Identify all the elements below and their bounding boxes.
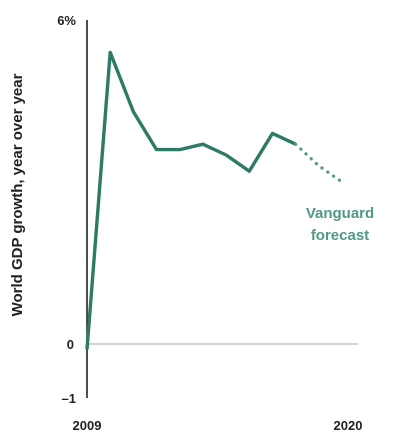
forecast-annotation-line2: forecast: [311, 227, 369, 244]
forecast-annotation-line1: Vanguard: [306, 205, 374, 222]
series-layer: [87, 52, 342, 349]
x-tick-label-end: 2020: [334, 418, 363, 433]
y-tick-label-bottom: –1: [62, 391, 76, 406]
y-tick-label-zero: 0: [67, 337, 74, 352]
x-tick-label-start: 2009: [73, 418, 102, 433]
y-tick-label-top: 6%: [57, 13, 76, 28]
gdp-growth-series-line: [87, 52, 296, 349]
forecast-series-line: [296, 144, 342, 182]
y-axis-label: World GDP growth, year over year: [9, 73, 26, 316]
